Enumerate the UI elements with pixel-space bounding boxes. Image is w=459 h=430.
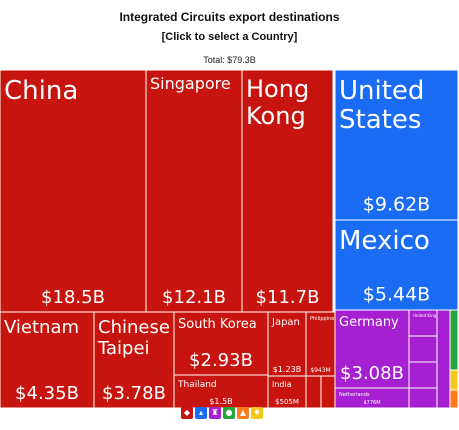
tile-label-mexico: Mexico	[339, 226, 430, 256]
tile-label-united-states: United	[339, 76, 424, 106]
chart-subtitle: [Click to select a Country]	[161, 31, 298, 43]
tile-value-chinese-taipei: $3.78B	[102, 383, 166, 404]
tile-label-singapore: Singapore	[150, 74, 231, 93]
tile-tile-21[interactable]	[449, 309, 459, 371]
tile-value-thailand: $1.5B	[209, 397, 232, 406]
tile-label-thailand: Thailand	[177, 380, 217, 390]
tile-label-united-states: States	[339, 105, 421, 135]
tile-vietnam[interactable]	[0, 311, 95, 409]
liberty-icon[interactable]: ▴	[195, 407, 207, 419]
tile-label-hong-kong: Hong	[246, 75, 309, 103]
tile-label-united-kingdom: United Kingdom	[413, 313, 445, 318]
tile-tile-19[interactable]	[408, 387, 438, 409]
rickshaw-icon[interactable]: ◆	[181, 407, 193, 419]
tile-value-india: $505M	[275, 398, 299, 406]
tile-tile-10[interactable]	[305, 375, 322, 409]
tile-value-china: $18.5B	[41, 287, 105, 308]
mountain-icon[interactable]: ▲	[237, 407, 249, 419]
tile-tile-22[interactable]	[449, 369, 459, 391]
tile-label-chinese-taipei: Chinese	[98, 317, 170, 338]
tile-value-netherlands: $776M	[363, 400, 380, 406]
tile-label-india: India	[272, 380, 292, 389]
kangaroo-icon[interactable]: ♦	[251, 407, 263, 419]
chart-title: Integrated Circuits export destinations	[119, 10, 340, 24]
tile-tile-20[interactable]	[436, 309, 451, 409]
tile-label-netherlands: Netherlands	[339, 392, 370, 398]
tile-singapore[interactable]	[145, 69, 243, 313]
tile-japan[interactable]	[267, 311, 307, 377]
tile-label-south-korea: South Korea	[178, 317, 257, 332]
tile-value-philippines: $943M	[310, 367, 330, 374]
tile-hong-kong[interactable]	[241, 69, 334, 313]
total-value: Total: $79.3B	[203, 55, 256, 65]
tile-united-states[interactable]	[334, 69, 459, 221]
tile-label-vietnam: Vietnam	[4, 317, 79, 338]
tile-label-chinese-taipei: Taipei	[97, 338, 150, 359]
tile-value-hong-kong: $11.7B	[256, 287, 320, 308]
tile-value-mexico: $5.44B	[363, 284, 430, 306]
tile-tile-18[interactable]	[408, 361, 438, 389]
tile-chinese-taipei[interactable]	[93, 311, 175, 409]
tower-icon[interactable]: ♜	[209, 407, 221, 419]
tile-south-korea[interactable]	[173, 311, 269, 376]
tile-value-germany: $3.08B	[340, 363, 404, 384]
tile-tile-17[interactable]	[408, 335, 438, 363]
tile-label-japan: Japan	[271, 317, 300, 328]
tile-label-germany: Germany	[339, 315, 399, 330]
tile-value-united-states: $9.62B	[363, 194, 430, 216]
tile-value-vietnam: $4.35B	[15, 383, 79, 404]
tile-tile-23[interactable]	[449, 389, 459, 409]
tile-value-japan: $1.23B	[273, 365, 301, 374]
tile-philippines[interactable]	[305, 311, 336, 377]
africa-icon[interactable]: ●	[223, 407, 235, 419]
tile-value-singapore: $12.1B	[162, 287, 226, 308]
tile-china[interactable]	[0, 69, 147, 313]
tile-label-philippines: Philippines	[310, 316, 337, 322]
tile-value-south-korea: $2.93B	[189, 350, 253, 371]
region-legend: ◆ ▴ ♜ ● ▲ ♦	[181, 407, 263, 421]
tile-label-china: China	[4, 76, 78, 106]
tile-label-hong-kong: Kong	[246, 102, 306, 130]
tile-tile-11[interactable]	[320, 375, 336, 409]
